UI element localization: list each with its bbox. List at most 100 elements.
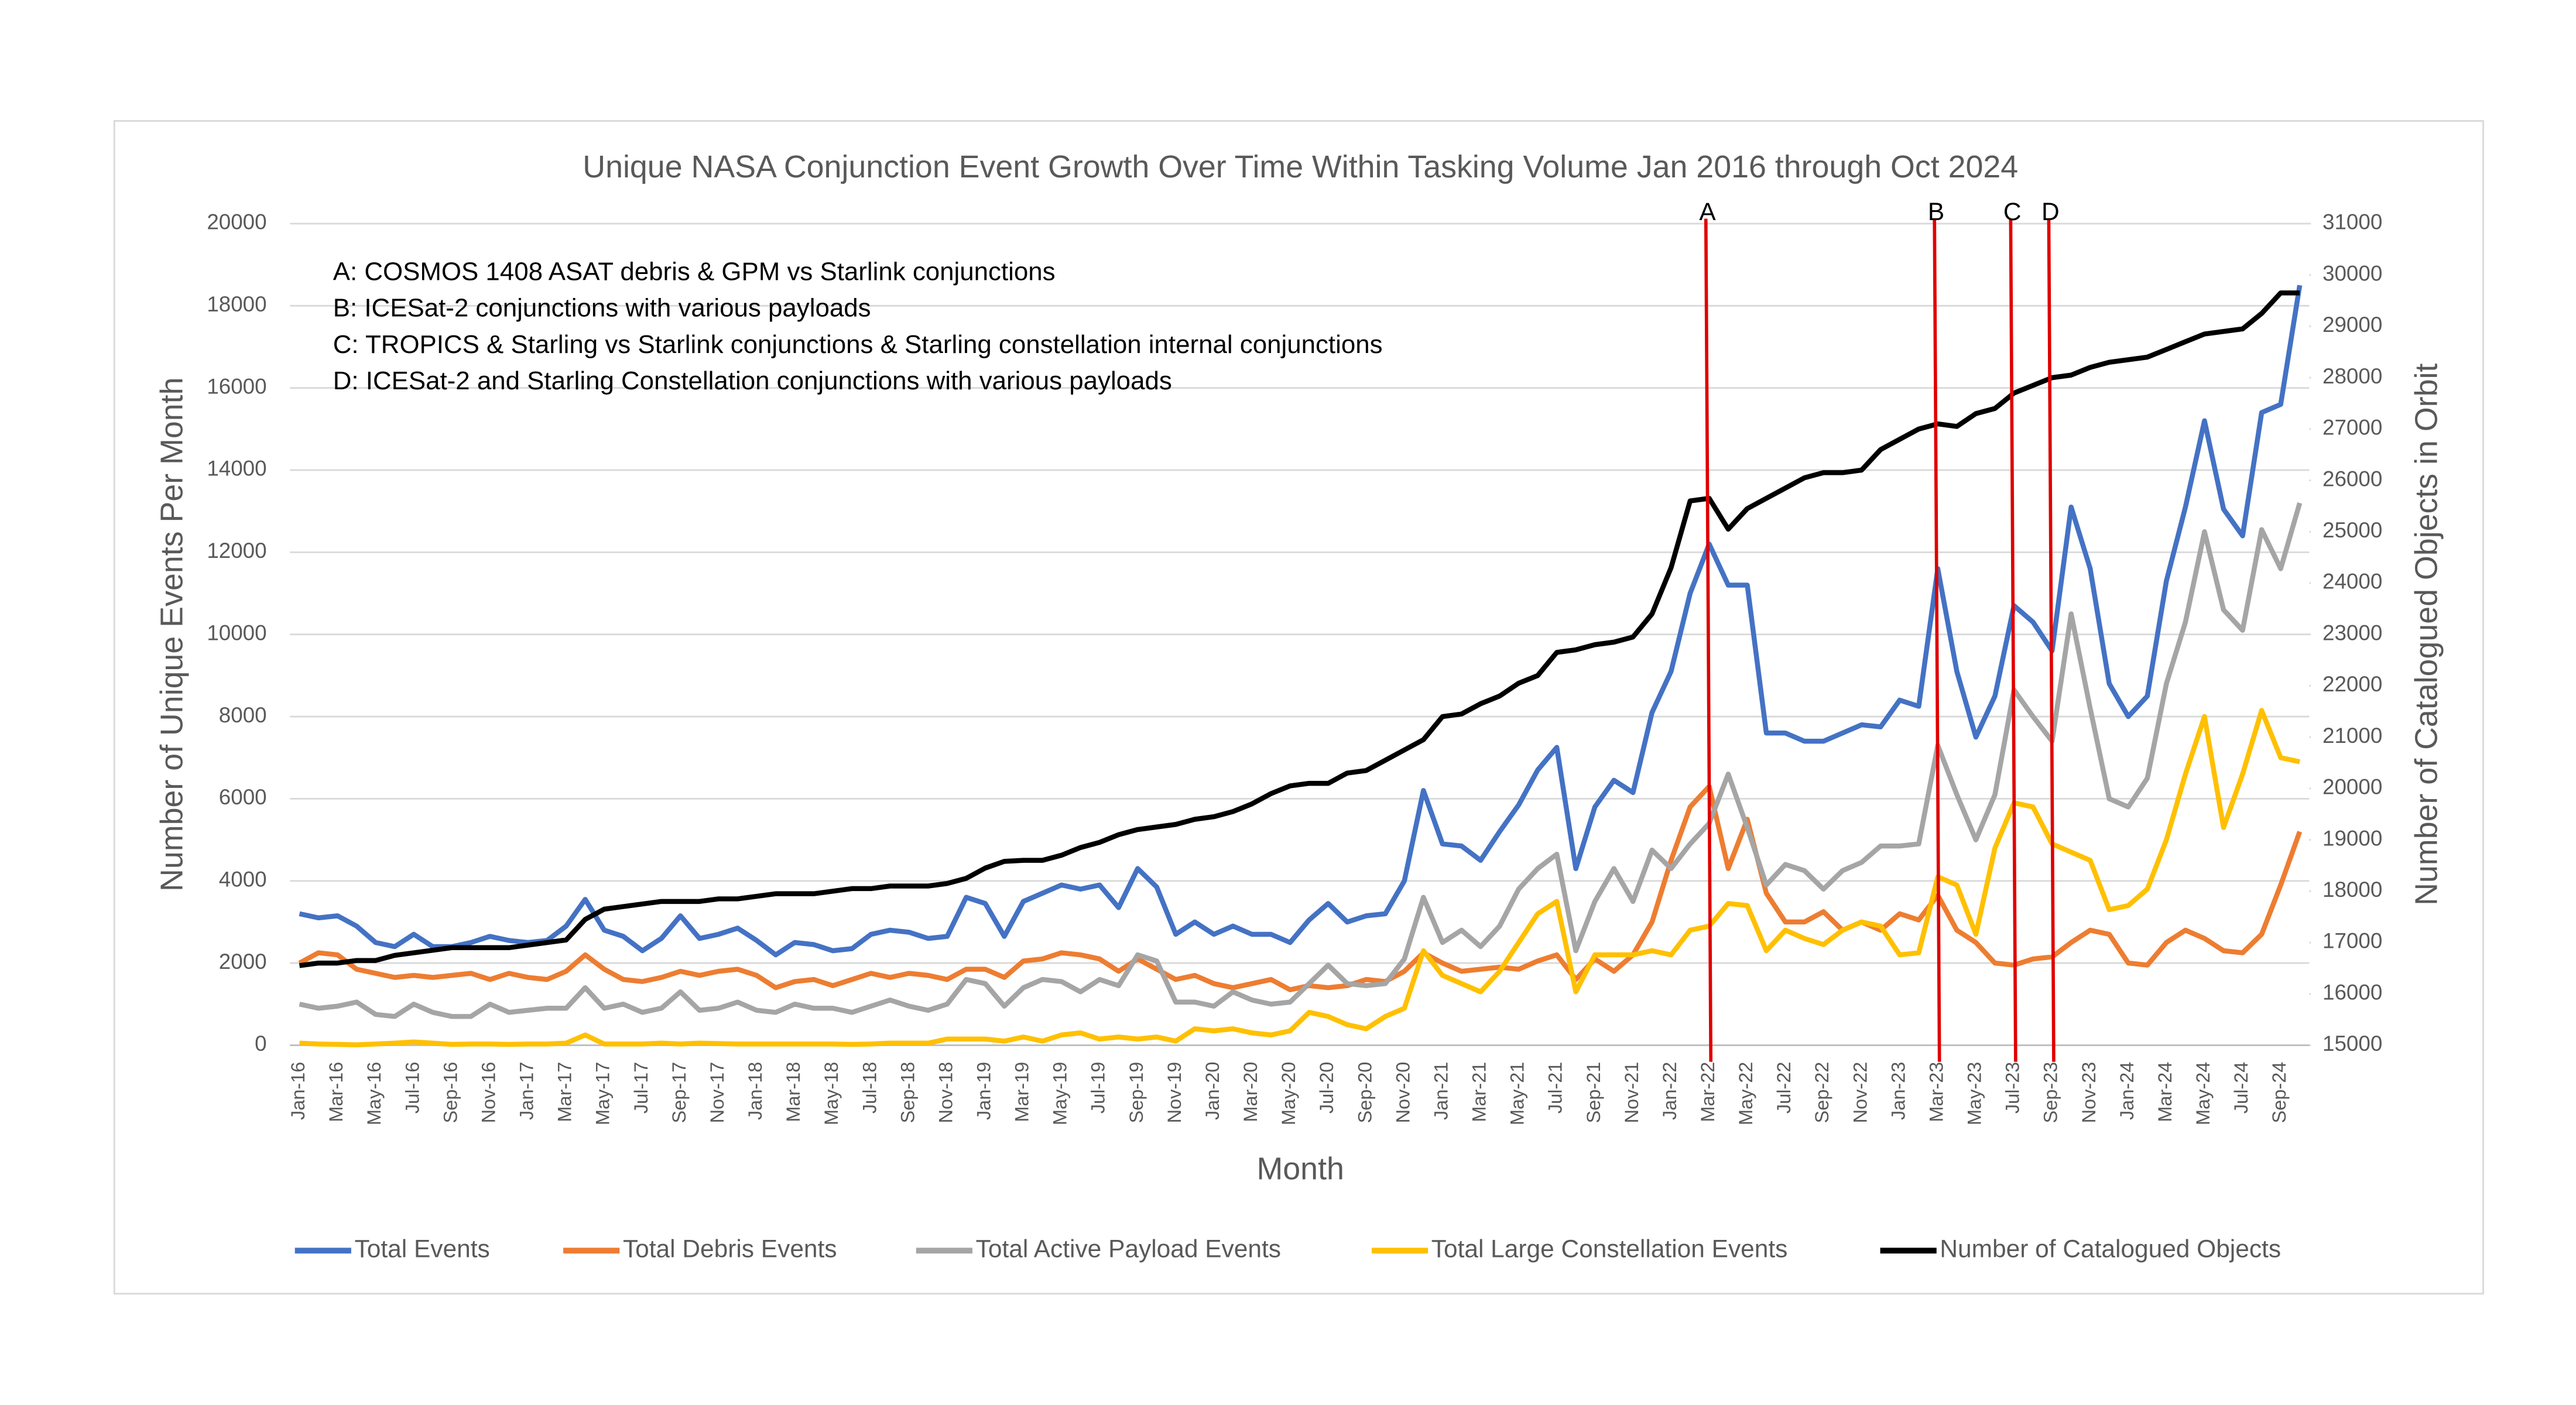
y2-tick-label: 25000 bbox=[2322, 518, 2382, 542]
y2-axis-title: Number of Catalogued Objects in Orbit bbox=[2409, 364, 2444, 906]
x-tick-label: May-17 bbox=[592, 1062, 614, 1125]
x-tick-label: May-20 bbox=[1278, 1062, 1299, 1125]
x-tick-label: Mar-20 bbox=[1240, 1062, 1261, 1122]
x-tick-label: Sep-22 bbox=[1811, 1062, 1832, 1123]
x-tick-label: Jul-23 bbox=[2002, 1062, 2023, 1114]
y-tick-label: 14000 bbox=[207, 457, 266, 481]
legend-label: Total Active Payload Events bbox=[976, 1235, 1281, 1263]
y-tick-label: 0 bbox=[255, 1032, 266, 1056]
x-tick-label: Jan-17 bbox=[516, 1062, 537, 1120]
marker-line bbox=[2047, 218, 2056, 1062]
x-tick-label: Sep-24 bbox=[2269, 1062, 2290, 1123]
x-tick-label: May-19 bbox=[1050, 1062, 1071, 1125]
y2-tick-label: 15000 bbox=[2322, 1032, 2382, 1056]
x-tick-label: Jan-18 bbox=[745, 1062, 766, 1120]
y2-tick-label: 29000 bbox=[2322, 313, 2382, 337]
y2-tick-label: 22000 bbox=[2322, 672, 2382, 696]
y-tick-label: 4000 bbox=[219, 867, 267, 891]
marker-line bbox=[1933, 218, 1941, 1062]
x-tick-label: May-23 bbox=[1964, 1062, 1985, 1125]
x-tick-label: Nov-23 bbox=[2078, 1062, 2099, 1123]
x-tick-label: Jul-21 bbox=[1545, 1062, 1566, 1114]
y-axis-title: Number of Unique Events Per Month bbox=[154, 378, 189, 892]
marker-letter: C bbox=[2003, 198, 2022, 225]
x-tick-label: Jul-24 bbox=[2231, 1062, 2252, 1114]
y-tick-label: 18000 bbox=[207, 292, 266, 316]
x-tick-label: Mar-21 bbox=[1469, 1062, 1490, 1122]
x-tick-label: Nov-16 bbox=[478, 1062, 499, 1123]
note: A: COSMOS 1408 ASAT debris & GPM vs Star… bbox=[333, 257, 1056, 286]
y-tick-label: 2000 bbox=[219, 950, 267, 974]
y-tick-label: 20000 bbox=[207, 210, 266, 234]
x-tick-label: Jul-22 bbox=[1773, 1062, 1794, 1114]
x-tick-label: Jan-16 bbox=[287, 1062, 309, 1120]
x-tick-label: Jan-23 bbox=[1888, 1062, 1909, 1120]
x-tick-label: Jul-17 bbox=[631, 1062, 652, 1114]
y2-tick-label: 17000 bbox=[2322, 929, 2382, 953]
series-line bbox=[299, 290, 2300, 968]
x-tick-label: May-16 bbox=[364, 1062, 385, 1125]
marker-letter: A bbox=[1699, 198, 1716, 225]
x-axis-title: Month bbox=[1257, 1152, 1344, 1187]
y2-tick-label: 26000 bbox=[2322, 467, 2382, 491]
legend-label: Number of Catalogued Objects bbox=[1940, 1235, 2281, 1263]
series-line bbox=[299, 285, 2303, 958]
x-tick-label: Jul-18 bbox=[859, 1062, 880, 1114]
x-tick-label: Jan-22 bbox=[1659, 1062, 1680, 1120]
x-tick-label: Mar-19 bbox=[1012, 1062, 1033, 1122]
y2-tick-label: 20000 bbox=[2322, 775, 2382, 799]
chart-title: Unique NASA Conjunction Event Growth Ove… bbox=[583, 149, 2018, 184]
y2-tick-label: 23000 bbox=[2322, 621, 2382, 645]
x-tick-label: Sep-21 bbox=[1583, 1062, 1604, 1123]
y-tick-label: 12000 bbox=[207, 539, 266, 563]
x-tick-label: Mar-16 bbox=[326, 1062, 347, 1122]
y2-tick-label: 31000 bbox=[2322, 210, 2382, 234]
x-tick-label: Mar-24 bbox=[2154, 1062, 2176, 1122]
x-tick-label: Jan-20 bbox=[1202, 1062, 1223, 1120]
y2-tick-label: 24000 bbox=[2322, 570, 2382, 594]
y-tick-label: 8000 bbox=[219, 703, 267, 727]
legend-label: Total Events bbox=[355, 1235, 490, 1263]
marker-line bbox=[1704, 218, 1713, 1062]
series-line bbox=[299, 708, 2301, 1047]
y2-tick-label: 27000 bbox=[2322, 416, 2382, 440]
x-tick-label: Sep-17 bbox=[669, 1062, 690, 1123]
x-tick-label: Nov-17 bbox=[707, 1062, 728, 1123]
x-tick-label: Nov-22 bbox=[1849, 1062, 1871, 1123]
note: C: TROPICS & Starling vs Starlink conjun… bbox=[333, 330, 1383, 359]
x-tick-label: Jul-16 bbox=[402, 1062, 423, 1114]
y2-tick-label: 28000 bbox=[2322, 364, 2382, 388]
series-line bbox=[299, 502, 2303, 1019]
x-tick-label: May-18 bbox=[821, 1062, 842, 1125]
marker-line bbox=[2009, 218, 2017, 1062]
x-tick-label: May-21 bbox=[1507, 1062, 1528, 1125]
x-tick-label: Mar-17 bbox=[554, 1062, 576, 1122]
note: D: ICESat-2 and Starling Constellation c… bbox=[333, 366, 1172, 395]
x-tick-label: Jan-24 bbox=[2116, 1062, 2137, 1120]
x-tick-label: Nov-20 bbox=[1392, 1062, 1413, 1123]
x-tick-label: Sep-16 bbox=[440, 1062, 461, 1123]
legend-label: Total Debris Events bbox=[623, 1235, 837, 1263]
y-tick-label: 6000 bbox=[219, 785, 267, 809]
x-tick-label: Mar-23 bbox=[1926, 1062, 1947, 1122]
x-tick-label: Nov-21 bbox=[1621, 1062, 1642, 1123]
x-tick-label: Sep-18 bbox=[897, 1062, 918, 1123]
x-tick-label: Jul-19 bbox=[1088, 1062, 1109, 1114]
x-tick-label: Sep-23 bbox=[2040, 1062, 2061, 1123]
x-tick-label: Jul-20 bbox=[1316, 1062, 1337, 1114]
marker-letter: D bbox=[2041, 198, 2060, 225]
x-tick-label: May-22 bbox=[1735, 1062, 1756, 1125]
x-tick-label: Mar-18 bbox=[783, 1062, 804, 1122]
note: B: ICESat-2 conjunctions with various pa… bbox=[333, 294, 871, 323]
y-tick-label: 16000 bbox=[207, 374, 266, 398]
y2-tick-label: 18000 bbox=[2322, 878, 2382, 902]
x-tick-label: Mar-22 bbox=[1697, 1062, 1718, 1122]
x-tick-label: Nov-18 bbox=[935, 1062, 956, 1123]
y2-tick-label: 19000 bbox=[2322, 826, 2382, 850]
x-tick-label: May-24 bbox=[2193, 1062, 2214, 1125]
x-tick-label: Sep-19 bbox=[1126, 1062, 1147, 1123]
x-tick-label: Nov-19 bbox=[1164, 1062, 1185, 1123]
y2-tick-label: 30000 bbox=[2322, 261, 2382, 285]
